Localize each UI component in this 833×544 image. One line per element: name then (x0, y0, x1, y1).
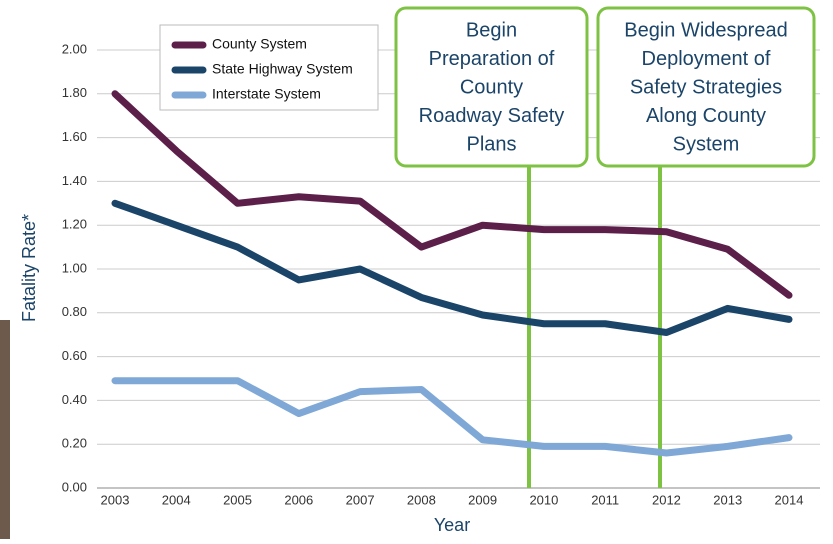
series-line (115, 381, 789, 453)
y-tick-label: 0.60 (62, 348, 87, 363)
legend-label: Interstate System (212, 86, 321, 102)
x-tick-label: 2005 (223, 492, 252, 507)
x-tick-label: 2010 (529, 492, 558, 507)
x-tick-label: 2004 (162, 492, 191, 507)
annotation-text: Along County (646, 105, 766, 127)
y-tick-label: 1.20 (62, 217, 87, 232)
x-tick-label: 2011 (591, 492, 619, 507)
y-tick-label: 1.40 (62, 173, 87, 188)
y-tick-label: 0.40 (62, 392, 87, 407)
x-tick-label: 2008 (407, 492, 436, 507)
y-tick-label: 0.80 (62, 304, 87, 319)
annotation-text: Preparation of (429, 48, 555, 70)
x-tick-label: 2009 (468, 492, 497, 507)
annotation-text: County (460, 76, 523, 98)
chart: Fatality Rate* Year 0.00 0.20 0.40 0.60 0.80… (0, 0, 833, 539)
annotation-text: Plans (466, 133, 516, 155)
y-axis-label: Fatality Rate* (19, 214, 39, 322)
y-tick-label: 1.80 (62, 85, 87, 100)
legend-label: County System (212, 36, 307, 52)
side-strip (0, 320, 10, 539)
x-tick-label: 2006 (284, 492, 313, 507)
annotation-text: Deployment of (642, 48, 771, 70)
x-tick-label: 2012 (652, 492, 681, 507)
legend-label: State Highway System (212, 61, 353, 77)
x-axis-label: Year (434, 515, 470, 535)
annotation-text: System (673, 133, 740, 155)
annotation-text: Begin (466, 19, 517, 41)
y-tick-label: 1.60 (62, 129, 87, 144)
x-tick-label: 2007 (346, 492, 375, 507)
y-tick-label: 0.00 (62, 479, 87, 494)
y-tick-label: 1.00 (62, 260, 87, 275)
y-tick-label: 2.00 (62, 41, 87, 56)
annotation-text: Begin Widespread (624, 19, 787, 41)
x-tick-label: 2013 (713, 492, 742, 507)
x-tick-label: 2003 (101, 492, 130, 507)
annotation-text: Roadway Safety (419, 105, 565, 127)
annotation-text: Safety Strategies (630, 76, 782, 98)
y-tick-label: 0.20 (62, 436, 87, 451)
x-tick-label: 2014 (775, 492, 804, 507)
